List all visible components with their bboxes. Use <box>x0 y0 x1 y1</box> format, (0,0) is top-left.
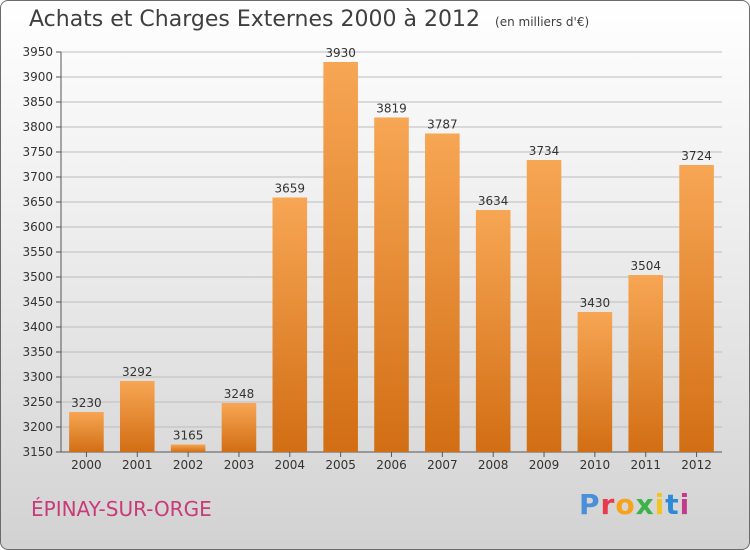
y-tick-label: 3150 <box>22 445 53 459</box>
y-tick-label: 3550 <box>22 245 53 259</box>
y-tick-label: 3300 <box>22 370 53 384</box>
x-tick-label: 2006 <box>376 458 407 472</box>
data-label: 3659 <box>275 182 306 196</box>
y-tick-label: 3350 <box>22 345 53 359</box>
y-tick-label: 3500 <box>22 270 53 284</box>
commune-name: ÉPINAY-SUR-ORGE <box>31 497 212 521</box>
data-label: 3292 <box>122 365 153 379</box>
y-tick-label: 3450 <box>22 295 53 309</box>
bar-2012 <box>679 165 714 452</box>
data-label: 3248 <box>224 387 255 401</box>
x-tick-label: 2002 <box>173 458 204 472</box>
chart-title-text: Achats et Charges Externes 2000 à 2012 <box>29 7 480 32</box>
y-tick-label: 3700 <box>22 170 53 184</box>
data-label: 3430 <box>580 296 611 310</box>
bar-2008 <box>475 210 511 452</box>
x-tick-label: 2010 <box>580 458 611 472</box>
x-tick-label: 2008 <box>478 458 509 472</box>
x-tick-label: 2011 <box>630 458 661 472</box>
y-tick-label: 3800 <box>22 120 53 134</box>
y-tick-label: 3400 <box>22 320 53 334</box>
data-label: 3724 <box>681 149 712 163</box>
data-label: 3504 <box>630 259 661 273</box>
y-tick-label: 3950 <box>22 45 53 59</box>
x-tick-label: 2003 <box>224 458 255 472</box>
data-label: 3930 <box>325 46 356 60</box>
y-tick-label: 3900 <box>22 70 53 84</box>
y-tick-label: 3600 <box>22 220 53 234</box>
data-label: 3787 <box>427 118 458 132</box>
x-tick-label: 2004 <box>275 458 306 472</box>
data-label: 3230 <box>71 396 102 410</box>
y-tick-label: 3200 <box>22 420 53 434</box>
x-tick-label: 2000 <box>71 458 102 472</box>
data-label: 3165 <box>173 429 204 443</box>
x-tick-label: 2012 <box>681 458 712 472</box>
y-tick-label: 3650 <box>22 195 53 209</box>
bar-2000 <box>69 412 104 452</box>
x-tick-label: 2001 <box>122 458 153 472</box>
bar-2006 <box>374 117 409 452</box>
y-tick-label: 3850 <box>22 95 53 109</box>
data-label: 3734 <box>529 144 560 158</box>
bar-2009 <box>526 160 562 452</box>
proxiti-logo[interactable]: Proxiti <box>579 488 691 521</box>
data-label: 3634 <box>478 194 509 208</box>
bar-2005 <box>323 62 358 452</box>
chart-unit: (en milliers d'€) <box>495 15 590 29</box>
x-tick-label: 2005 <box>325 458 356 472</box>
bar-2002 <box>170 444 206 452</box>
chart-title: Achats et Charges Externes 2000 à 2012 (… <box>29 7 589 32</box>
y-tick-label: 3750 <box>22 145 53 159</box>
bar-2007 <box>425 133 460 452</box>
bar-2003 <box>221 403 257 452</box>
bar-2010 <box>577 312 613 452</box>
x-tick-label: 2009 <box>529 458 560 472</box>
bar-2011 <box>628 275 664 452</box>
bar-2004 <box>272 197 308 452</box>
data-label: 3819 <box>376 102 407 116</box>
bar-2001 <box>119 381 155 452</box>
x-tick-label: 2007 <box>427 458 458 472</box>
bar-layer: 3230 3292 3165 3248 3659 3930 3819 3787 3634 3734… <box>69 46 714 452</box>
y-tick-label: 3250 <box>22 395 53 409</box>
